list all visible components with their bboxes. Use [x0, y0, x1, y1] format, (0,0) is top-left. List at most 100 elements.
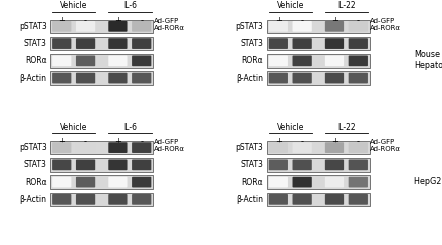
FancyBboxPatch shape [293, 159, 312, 170]
Text: +: + [299, 145, 305, 153]
Bar [50, 158, 153, 172]
Text: +: + [138, 23, 145, 32]
Text: Ad-RORα: Ad-RORα [370, 146, 401, 152]
FancyBboxPatch shape [349, 159, 368, 170]
Text: Ad-RORα: Ad-RORα [153, 146, 184, 152]
FancyBboxPatch shape [293, 194, 312, 205]
FancyBboxPatch shape [76, 21, 95, 32]
Text: Vehicle: Vehicle [277, 123, 304, 132]
FancyBboxPatch shape [76, 142, 95, 153]
Text: +: + [82, 145, 89, 153]
FancyBboxPatch shape [52, 142, 71, 153]
FancyBboxPatch shape [269, 177, 288, 187]
FancyBboxPatch shape [132, 55, 151, 66]
Bar [267, 54, 370, 68]
Text: Ad-GFP: Ad-GFP [370, 139, 395, 145]
Text: Ad-RORα: Ad-RORα [370, 25, 401, 31]
FancyBboxPatch shape [269, 38, 288, 49]
Text: -: - [357, 16, 360, 25]
Text: pSTAT3: pSTAT3 [19, 143, 46, 152]
FancyBboxPatch shape [76, 159, 95, 170]
Text: -: - [333, 145, 336, 153]
Text: +: + [114, 137, 122, 147]
FancyBboxPatch shape [52, 38, 71, 49]
Bar [50, 141, 153, 154]
FancyBboxPatch shape [52, 55, 71, 66]
Text: IL-6: IL-6 [123, 123, 137, 132]
Text: β-Actin: β-Actin [19, 195, 46, 204]
Text: -: - [116, 145, 119, 153]
Bar [50, 54, 153, 68]
Bar [267, 141, 370, 154]
Bar [50, 20, 153, 33]
Text: IL-22: IL-22 [337, 1, 356, 11]
Text: Mouse
Hepatocytes: Mouse Hepatocytes [415, 50, 442, 70]
Text: Vehicle: Vehicle [60, 1, 88, 11]
FancyBboxPatch shape [108, 194, 128, 205]
Bar [50, 37, 153, 50]
Text: +: + [114, 16, 122, 25]
Bar [267, 158, 370, 172]
Text: Vehicle: Vehicle [277, 1, 304, 11]
FancyBboxPatch shape [349, 194, 368, 205]
FancyBboxPatch shape [108, 21, 128, 32]
Text: Ad-GFP: Ad-GFP [153, 139, 179, 145]
Bar [267, 193, 370, 206]
FancyBboxPatch shape [325, 38, 344, 49]
FancyBboxPatch shape [325, 194, 344, 205]
FancyBboxPatch shape [293, 177, 312, 187]
FancyBboxPatch shape [349, 73, 368, 84]
Text: Ad-RORα: Ad-RORα [153, 25, 184, 31]
FancyBboxPatch shape [325, 73, 344, 84]
Bar [50, 175, 153, 189]
FancyBboxPatch shape [293, 21, 312, 32]
Text: β-Actin: β-Actin [236, 74, 263, 83]
Text: +: + [58, 137, 65, 147]
Bar [267, 71, 370, 85]
Text: -: - [333, 23, 336, 32]
Text: +: + [275, 16, 282, 25]
FancyBboxPatch shape [132, 73, 151, 84]
Text: pSTAT3: pSTAT3 [236, 143, 263, 152]
FancyBboxPatch shape [52, 159, 71, 170]
FancyBboxPatch shape [132, 38, 151, 49]
FancyBboxPatch shape [293, 38, 312, 49]
Text: RORα: RORα [242, 56, 263, 65]
FancyBboxPatch shape [349, 38, 368, 49]
Text: -: - [84, 16, 87, 25]
Text: pSTAT3: pSTAT3 [236, 22, 263, 31]
FancyBboxPatch shape [325, 159, 344, 170]
FancyBboxPatch shape [293, 73, 312, 84]
Text: STAT3: STAT3 [24, 160, 46, 169]
Text: IL-6: IL-6 [123, 1, 137, 11]
Text: +: + [299, 23, 305, 32]
Text: +: + [138, 145, 145, 153]
FancyBboxPatch shape [349, 21, 368, 32]
Text: IL-22: IL-22 [337, 123, 356, 132]
FancyBboxPatch shape [132, 194, 151, 205]
Text: -: - [140, 16, 143, 25]
Text: +: + [331, 137, 338, 147]
FancyBboxPatch shape [325, 177, 344, 187]
FancyBboxPatch shape [52, 21, 71, 32]
FancyBboxPatch shape [52, 194, 71, 205]
Text: Vehicle: Vehicle [60, 123, 88, 132]
Text: -: - [301, 137, 304, 147]
FancyBboxPatch shape [293, 55, 312, 66]
Text: pSTAT3: pSTAT3 [19, 22, 46, 31]
FancyBboxPatch shape [349, 55, 368, 66]
Text: Ad-GFP: Ad-GFP [153, 18, 179, 24]
FancyBboxPatch shape [269, 159, 288, 170]
Text: β-Actin: β-Actin [236, 195, 263, 204]
FancyBboxPatch shape [269, 55, 288, 66]
FancyBboxPatch shape [108, 159, 128, 170]
FancyBboxPatch shape [269, 73, 288, 84]
Bar [50, 193, 153, 206]
Text: +: + [331, 16, 338, 25]
Bar [267, 20, 370, 33]
Bar [267, 37, 370, 50]
Text: -: - [84, 137, 87, 147]
Text: β-Actin: β-Actin [19, 74, 46, 83]
Text: +: + [58, 16, 65, 25]
FancyBboxPatch shape [132, 159, 151, 170]
